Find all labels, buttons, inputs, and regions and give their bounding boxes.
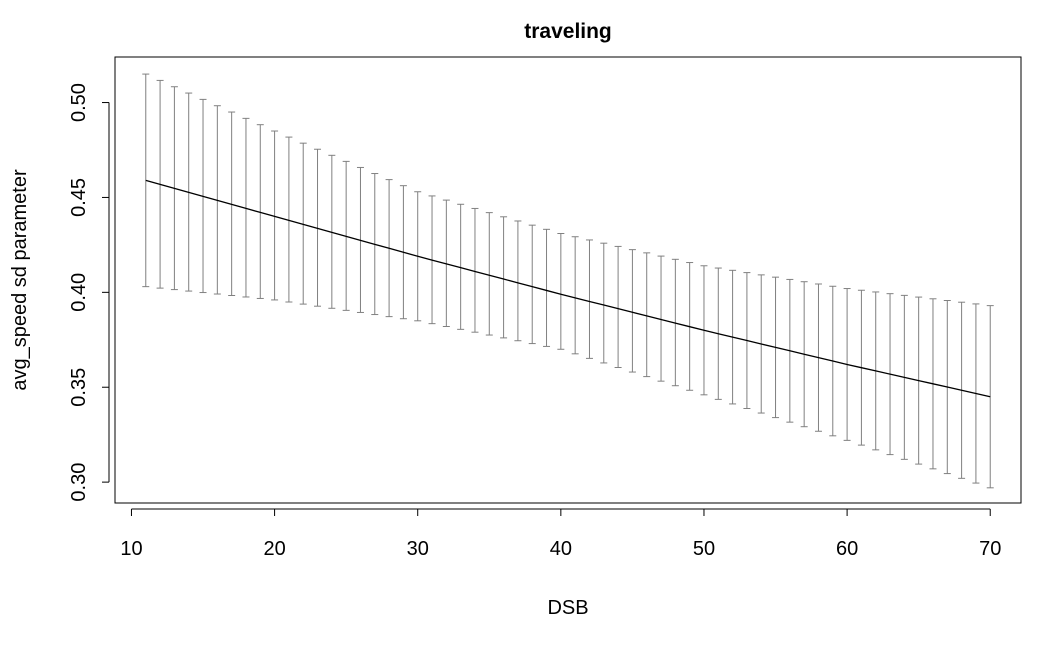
x-tick-label: 10 [120,538,142,560]
error-bar [628,249,636,373]
y-tick-label: 0.45 [68,178,90,217]
x-tick-label: 40 [550,538,572,560]
error-bar [485,212,493,336]
error-bar [657,255,665,382]
y-tick-label: 0.30 [68,463,90,502]
x-tick-label: 70 [979,538,1001,560]
error-bar [514,220,522,342]
series-line [145,179,991,398]
y-axis: 0.30 0.35 0.40 0.45 0.50 [68,83,110,502]
error-bar [500,216,508,339]
x-tick-label: 50 [693,538,715,560]
y-tick-label: 0.50 [68,83,90,122]
error-bar [543,228,551,347]
error-bar [571,236,579,355]
error-bar [585,239,593,359]
y-tick-label: 0.40 [68,273,90,312]
error-bars [142,73,994,489]
y-axis-label: avg_speed sd parameter [9,169,31,391]
error-bar [614,245,622,368]
error-bar [643,252,651,378]
error-bar [471,207,479,333]
error-bar [600,242,608,364]
error-bar [271,130,279,301]
error-bar [256,124,264,299]
x-tick-label: 30 [407,538,429,560]
y-tick-label: 0.35 [68,368,90,407]
x-axis: 10 20 30 40 50 60 70 [120,508,1001,560]
error-bar [557,233,565,350]
error-bar [285,136,293,303]
error-bar [299,142,307,305]
x-axis-label: DSB [547,597,588,619]
error-bar [528,224,536,345]
error-bar [242,117,250,298]
x-tick-label: 20 [263,538,285,560]
error-bar [457,203,465,330]
chart-title: traveling [524,20,612,43]
x-tick-label: 60 [836,538,858,560]
plot-frame [114,56,1022,504]
